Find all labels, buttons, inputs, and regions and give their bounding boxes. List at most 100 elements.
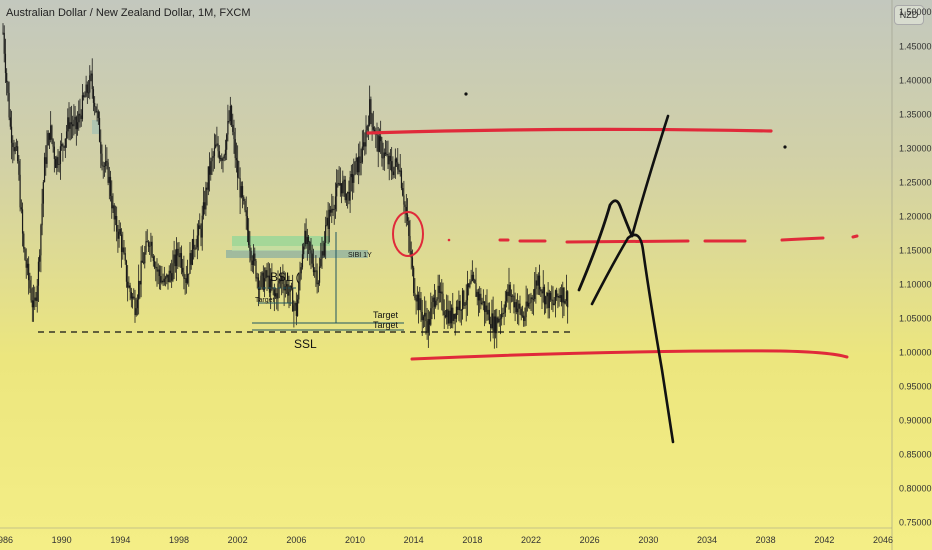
candle-body [91, 73, 93, 90]
candle-body [52, 139, 54, 147]
candle-body [438, 285, 440, 293]
candle-body [389, 155, 392, 162]
candle-body [474, 279, 476, 284]
candle-body [262, 272, 264, 290]
candle-body [317, 282, 319, 285]
candle-body [251, 260, 253, 265]
candle-body [504, 301, 506, 313]
y-tick-label: 0.95000 [899, 381, 932, 391]
y-tick-label: 1.25000 [899, 177, 932, 187]
candle-body [290, 285, 293, 289]
candle-body [562, 287, 564, 303]
currency-badge[interactable]: NZD [894, 5, 924, 25]
candle-body [307, 237, 310, 242]
y-tick-label: 1.00000 [899, 347, 932, 357]
candle-body [199, 225, 201, 229]
candle-body [334, 196, 337, 210]
candle-body [43, 157, 46, 183]
candle-body [260, 275, 262, 288]
y-tick-label: 1.35000 [899, 109, 932, 119]
x-axis[interactable]: 1986 1990 1994 1998 2002 2006 2010 2014 2018 2022… [0, 535, 893, 545]
candle-body [101, 153, 103, 166]
candle-body [442, 293, 444, 312]
candle-body [171, 273, 173, 281]
y-axis[interactable]: 1.50000 1.45000 1.40000 1.35000 1.30000 1.250… [899, 7, 932, 527]
candle-body [526, 301, 528, 307]
candle-body [365, 130, 367, 147]
x-tick-label: 1990 [52, 535, 72, 545]
candle-body [238, 177, 240, 179]
red-dash-5 [780, 236, 825, 242]
candle-body [463, 290, 465, 306]
candle-body [125, 260, 128, 282]
candle-body [20, 207, 22, 210]
candle-body [65, 131, 68, 139]
candle-body [480, 293, 482, 305]
candle-body [96, 111, 98, 113]
candle-body [532, 299, 535, 300]
candle-body [267, 275, 269, 278]
x-tick-label: 2038 [756, 535, 776, 545]
candle-body [259, 287, 261, 291]
candle-body [46, 145, 48, 164]
candle-body [428, 319, 431, 325]
candle-body [457, 306, 459, 311]
candle-body [146, 241, 148, 243]
candle-body [216, 143, 218, 145]
candle-body [256, 277, 258, 279]
candle-body [119, 228, 121, 235]
candle-body [235, 158, 238, 161]
candle-body [524, 317, 526, 321]
candle-body [72, 124, 74, 127]
candle-body [494, 316, 497, 334]
fvg-zone [92, 120, 100, 134]
candle-body [567, 291, 569, 308]
candle-body [529, 302, 531, 304]
candle-body [136, 299, 139, 309]
candle-body [416, 294, 418, 302]
candle-body [393, 166, 395, 176]
candle-body [421, 312, 423, 321]
candle-body [232, 124, 234, 132]
candle-body [453, 313, 455, 321]
candle-body [518, 303, 520, 309]
candle-body [525, 301, 527, 318]
candle-body [411, 257, 414, 268]
candle-body [543, 286, 546, 305]
candle-body [113, 205, 115, 220]
candle-body [204, 202, 206, 210]
candle-body [314, 270, 316, 273]
demand-zone [232, 236, 330, 246]
candle-body [360, 162, 362, 164]
black-dot-1 [464, 92, 468, 96]
candle-body [402, 188, 404, 196]
candle-body [377, 135, 379, 152]
candle-body [206, 187, 208, 190]
candle-body [296, 299, 299, 316]
candle-body [349, 177, 351, 201]
y-tick-label: 0.80000 [899, 484, 932, 494]
candle-body [459, 300, 461, 311]
candle-body [98, 118, 101, 142]
candle-body [226, 134, 228, 150]
candle-body [68, 117, 70, 129]
candle-body [221, 158, 223, 161]
candle-body [229, 105, 231, 122]
candle-body [565, 291, 568, 301]
candle-body [496, 317, 498, 334]
candle-body [41, 203, 43, 226]
candle-body [406, 214, 409, 221]
sibi-label: SIBI 1Y [348, 252, 372, 259]
candle-body [395, 158, 398, 163]
candle-body [83, 95, 85, 98]
candle-body [117, 231, 119, 239]
y-tick-label: 1.30000 [899, 143, 932, 153]
candle-body [540, 289, 542, 292]
candle-body [10, 126, 13, 143]
candle-body [109, 176, 112, 196]
candle-body [249, 245, 251, 252]
candle-body [190, 253, 192, 265]
candle-body [448, 310, 450, 324]
